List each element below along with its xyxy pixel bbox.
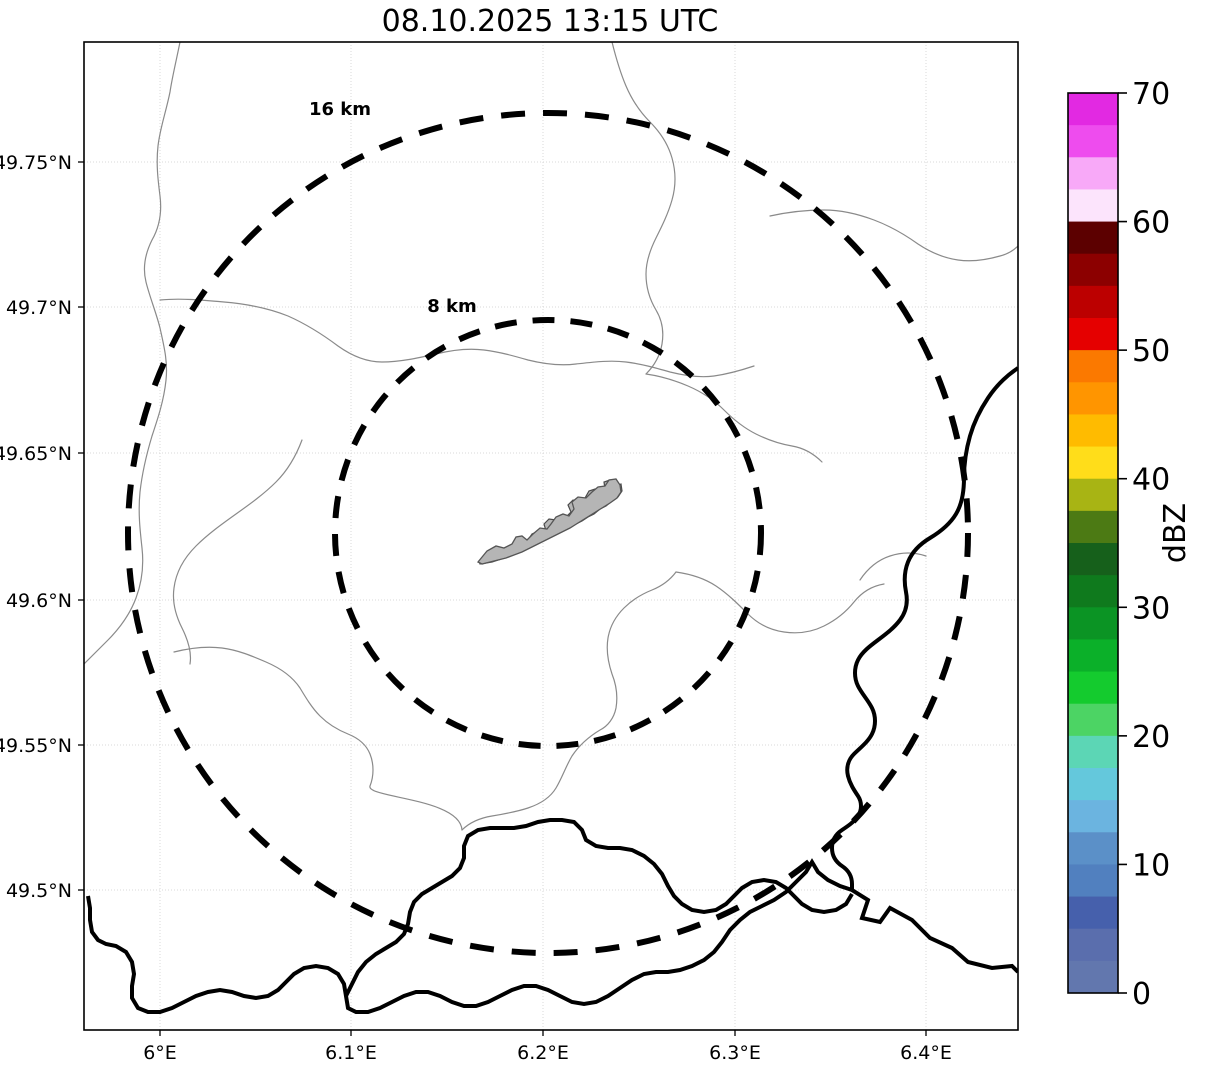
lat-tick-0: 49.75°N [0,152,72,174]
colorbar-band-55-57.5 [1068,253,1118,287]
colorbar-band-7.5-10 [1068,864,1118,898]
colorbar-band-40-42.5 [1068,446,1118,480]
colorbar-band-0-2.5 [1068,960,1118,994]
map-frame [83,41,1019,1031]
colorbar-band-27.5-30 [1068,607,1118,640]
axis-ticks [78,161,927,1036]
colorbar-band-62.5-65 [1068,157,1118,190]
lon-tick-1: 6.1°E [325,1042,377,1064]
lon-tick-2: 6.2°E [517,1042,569,1064]
colorbar-band-17.5-20 [1068,735,1118,769]
colorbar-band-50-52.5 [1068,318,1118,351]
lat-tick-4: 49.55°N [0,735,72,757]
colorbar-band-57.5-60 [1068,221,1118,255]
lat-tick-2: 49.65°N [0,443,72,465]
colorbar-axis-label: dBZ [1158,503,1193,563]
colorbar-tick-label-0: 0 [1132,977,1151,1012]
colorbar-band-30-32.5 [1068,575,1118,608]
colorbar-band-25-27.5 [1068,639,1118,673]
range-ring-8km [332,317,764,749]
colorbar-tick-label-60: 60 [1132,206,1170,241]
colorbar-band-5-7.5 [1068,896,1118,930]
latitude-tick-labels: 49.75°N 49.7°N 49.65°N 49.6°N 49.55°N 49… [0,152,72,902]
lon-tick-0: 6°E [143,1042,177,1064]
colorbar-tick-label-50: 50 [1132,334,1170,369]
colorbar-tick-label-70: 70 [1132,77,1170,112]
longitude-tick-labels: 6°E 6.1°E 6.2°E 6.3°E 6.4°E [143,1042,952,1064]
colorbar[interactable]: 70 60 50 40 30 20 10 0 dBZ [1067,77,1193,1012]
admin-boundary-lines [84,42,1018,831]
range-ring-label-8km: 8 km [427,296,477,317]
lat-tick-3: 49.6°N [6,590,72,612]
colorbar-band-12.5-15 [1068,800,1118,833]
colorbar-band-32.5-35 [1068,543,1118,576]
colorbar-band-60-62.5 [1068,189,1118,223]
colorbar-band-22.5-25 [1068,671,1118,705]
colorbar-band-52.5-55 [1068,285,1118,319]
colorbar-band-20-22.5 [1068,703,1118,737]
page-title: 08.10.2025 13:15 UTC [381,4,719,39]
colorbar-band-10-12.5 [1068,832,1118,865]
colorbar-band-47.5-50 [1068,350,1118,383]
city-boundary-polygon-outline [476,478,622,565]
colorbar-tick-label-30: 30 [1132,591,1170,626]
colorbar-tick-label-10: 10 [1132,848,1170,883]
colorbar-ticks [1118,92,1127,994]
colorbar-band-15-17.5 [1068,768,1118,801]
colorbar-tick-label-20: 20 [1132,720,1170,755]
lon-tick-3: 6.3°E [709,1042,761,1064]
colorbar-band-35-37.5 [1068,510,1118,544]
map-geography [84,42,1018,1014]
colorbar-tick-label-40: 40 [1132,463,1170,498]
colorbar-band-37.5-40 [1068,478,1118,512]
colorbar-band-2.5-5 [1068,928,1118,962]
colorbar-band-65-67.5 [1068,125,1118,158]
colorbar-bands [1068,93,1118,994]
colorbar-band-45-47.5 [1068,382,1118,415]
lon-tick-4: 6.4°E [900,1042,952,1064]
colorbar-frame [1067,92,1119,994]
colorbar-band-42.5-45 [1068,414,1118,448]
lat-tick-1: 49.7°N [6,297,72,319]
range-ring-16km [125,110,971,956]
colorbar-tick-labels: 70 60 50 40 30 20 10 0 [1132,77,1170,1012]
country-border [86,366,1018,1014]
range-ring-label-16km: 16 km [309,99,371,120]
colorbar-band-67.5-70 [1068,93,1118,126]
lat-tick-5: 49.5°N [6,880,72,902]
